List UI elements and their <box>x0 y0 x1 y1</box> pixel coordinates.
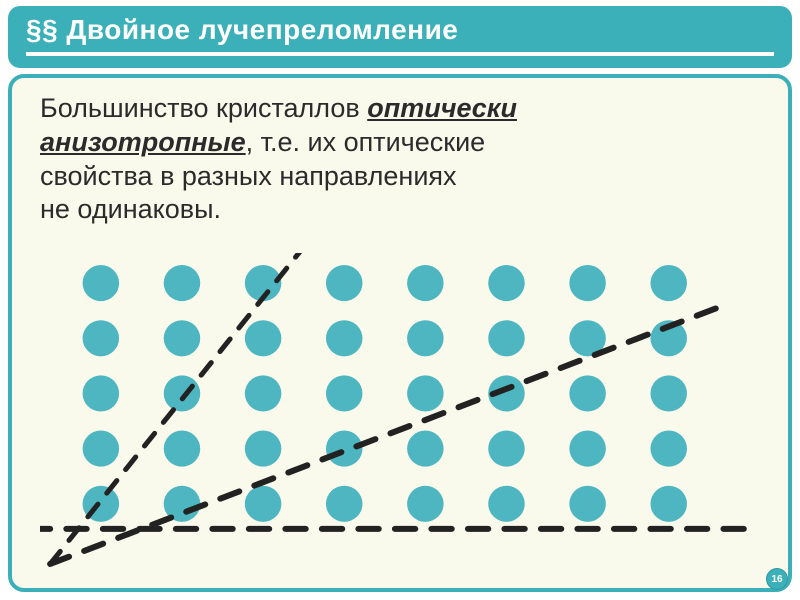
body-text: Большинство кристаллов оптически анизотр… <box>40 92 760 227</box>
lattice-dot <box>326 486 363 522</box>
lattice-dot <box>83 431 120 467</box>
lattice-dot <box>569 375 606 411</box>
text-plain: Большинство кристаллов <box>40 93 367 123</box>
text-emph: анизотропные <box>40 127 246 157</box>
lattice-dot <box>326 375 363 411</box>
lattice-dot <box>164 320 201 356</box>
lattice-dot <box>407 265 444 301</box>
lattice-dot <box>650 375 687 411</box>
lattice-dot <box>326 320 363 356</box>
lattice-dot <box>488 486 525 522</box>
lattice-dot <box>407 320 444 356</box>
lattice-dot <box>650 265 687 301</box>
lattice-dot <box>650 431 687 467</box>
lattice-dot <box>164 375 201 411</box>
header-divider <box>26 52 774 56</box>
lattice-dot <box>488 265 525 301</box>
text-plain: свойства в разных направлениях <box>40 161 457 191</box>
content-panel: Большинство кристаллов оптически анизотр… <box>8 74 792 592</box>
text-emph: оптически <box>367 93 517 123</box>
lattice-dot <box>488 320 525 356</box>
lattice-dot <box>245 375 282 411</box>
slide-title: §§ Двойное лучепреломление <box>26 14 458 45</box>
lattice-dot <box>488 431 525 467</box>
lattice-dot <box>326 265 363 301</box>
lattice-dot <box>407 431 444 467</box>
lattice-dot <box>164 431 201 467</box>
lattice-dot <box>650 486 687 522</box>
lattice-dot <box>164 265 201 301</box>
text-plain: не одинаковы. <box>40 194 221 224</box>
lattice-dot <box>83 265 120 301</box>
lattice-dot <box>407 486 444 522</box>
page-number: 16 <box>771 574 782 585</box>
lattice-dot <box>569 265 606 301</box>
lattice-dot <box>83 375 120 411</box>
diagram-svg <box>40 253 760 574</box>
text-plain: , т.е. их оптические <box>246 127 486 157</box>
page-number-badge: 16 <box>766 568 788 590</box>
slide-header: §§ Двойное лучепреломление <box>8 6 792 68</box>
lattice-dot <box>245 486 282 522</box>
slide: §§ Двойное лучепреломление Большинство к… <box>0 0 800 600</box>
lattice-dot <box>245 320 282 356</box>
lattice-dot <box>245 431 282 467</box>
lattice-dot <box>407 375 444 411</box>
lattice-dot <box>569 431 606 467</box>
lattice-dot <box>569 486 606 522</box>
lattice-diagram <box>40 253 760 574</box>
lattice-dot <box>83 320 120 356</box>
